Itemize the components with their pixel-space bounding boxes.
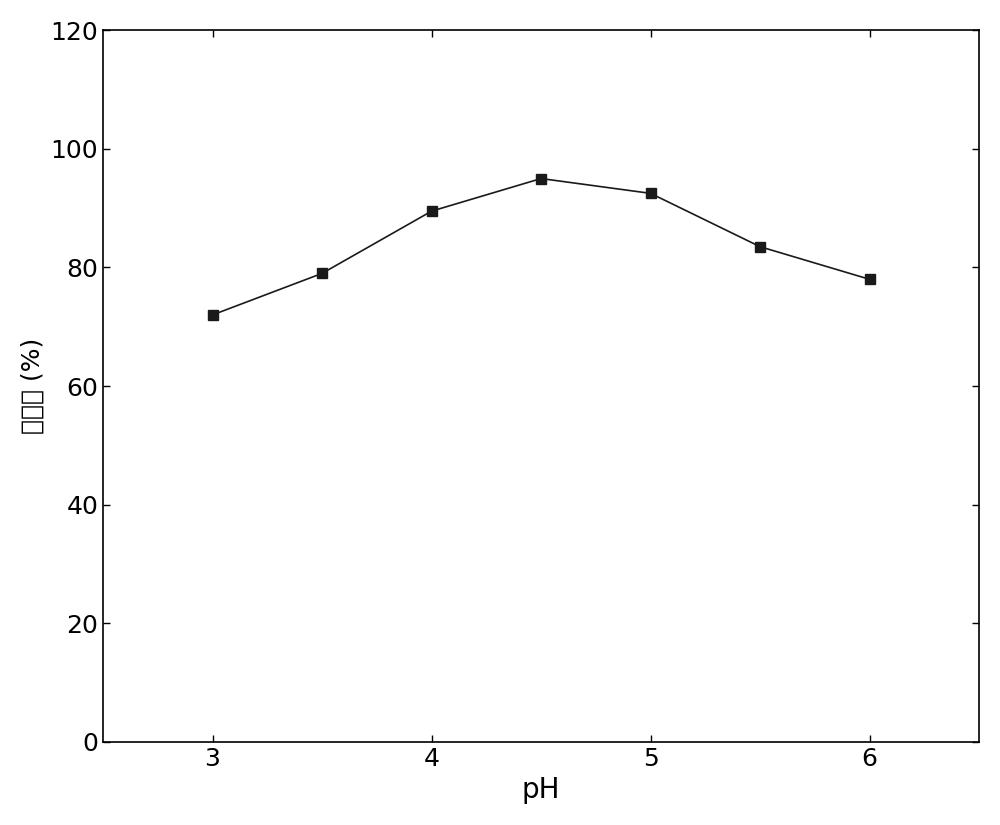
Y-axis label: 萌取率 (%): 萌取率 (%)	[21, 338, 45, 434]
X-axis label: pH: pH	[522, 776, 560, 804]
